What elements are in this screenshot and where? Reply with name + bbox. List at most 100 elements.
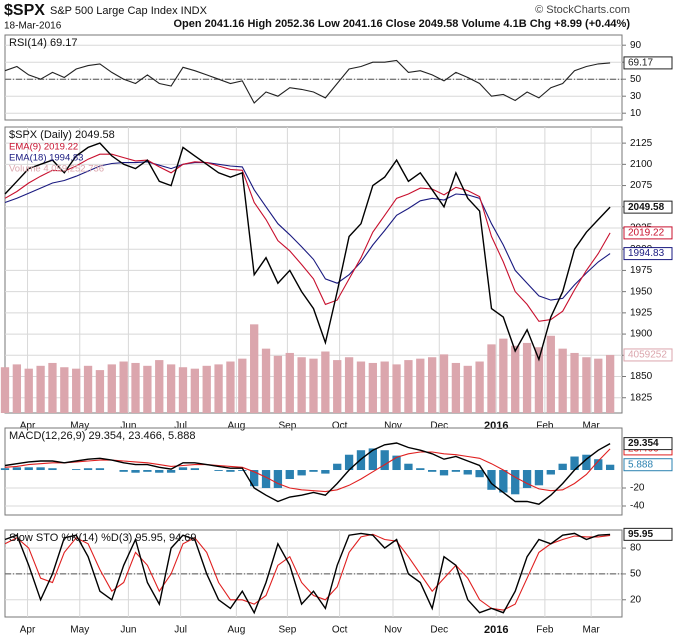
bar <box>24 467 33 471</box>
value-label: 29.354 <box>628 438 659 449</box>
bar <box>487 470 496 490</box>
bar <box>72 469 81 471</box>
y-tick-label: -40 <box>630 501 645 512</box>
bar <box>143 470 152 472</box>
bar <box>463 365 472 413</box>
value-label: 2019.22 <box>628 228 665 239</box>
value-label: 4059252 <box>628 350 667 361</box>
bar <box>24 368 33 413</box>
y-tick-label: 1825 <box>630 392 653 403</box>
y-tick-label: 20 <box>630 594 642 605</box>
x-tick-label: Oct <box>332 625 348 636</box>
bar <box>439 354 449 413</box>
bar <box>321 351 330 413</box>
bar <box>285 352 294 413</box>
x-tick-label: Aug <box>227 625 245 636</box>
y-tick-label: 1925 <box>630 307 653 318</box>
bar <box>356 361 366 413</box>
panel-title: RSI(14) 69.17 <box>9 37 77 49</box>
y-tick-label: 1950 <box>630 286 653 297</box>
bar <box>534 470 544 486</box>
bar <box>72 368 81 413</box>
x-tick-label: Jul <box>174 421 187 432</box>
bar <box>60 367 69 413</box>
series-line <box>4 142 611 362</box>
bar <box>511 345 520 413</box>
series-line <box>4 161 611 301</box>
bar <box>605 464 615 471</box>
bar <box>83 365 93 413</box>
value-box <box>623 226 673 240</box>
credit: © StockCharts.com <box>535 4 630 16</box>
y-tick-label: 10 <box>630 108 642 119</box>
x-tick-label: Nov <box>384 625 402 636</box>
bar <box>214 364 223 413</box>
y-tick-label: -20 <box>630 483 645 494</box>
instrument-name: S&P 500 Large Cap Index INDX <box>50 5 208 17</box>
x-tick-label: Sep <box>278 421 296 432</box>
x-tick-label: Nov <box>384 421 402 432</box>
panel-frame <box>4 34 623 121</box>
bar <box>178 467 188 471</box>
bar <box>570 352 579 413</box>
bar <box>48 468 57 471</box>
bar <box>368 362 377 413</box>
bar <box>558 348 567 413</box>
value-label: 1994.83 <box>628 248 665 259</box>
value-label: 5.888 <box>628 459 653 470</box>
series-line <box>4 442 611 505</box>
y-tick-label: 1900 <box>630 329 653 340</box>
bar <box>404 463 413 471</box>
legend-entry: EMA(18) 1994.83 <box>9 153 83 164</box>
bar <box>107 364 116 413</box>
bar <box>451 470 461 472</box>
bar <box>344 357 354 413</box>
value-label: 69.17 <box>628 58 653 69</box>
panel-title: Slow STO %K(14) %D(3) 95.95, 94.69 <box>9 532 197 544</box>
bar <box>178 367 188 413</box>
value-box <box>623 437 673 451</box>
bar <box>36 467 45 471</box>
bar <box>297 470 306 476</box>
bar <box>463 470 472 475</box>
bar <box>428 357 437 413</box>
bar <box>594 358 603 413</box>
bar <box>226 361 235 413</box>
quote: Open 2041.16 High 2052.36 Low 2041.16 Cl… <box>173 18 630 30</box>
bar <box>261 470 271 489</box>
bar <box>309 470 318 472</box>
series-line <box>4 448 611 493</box>
bar <box>451 362 461 413</box>
bar <box>605 354 615 413</box>
bar <box>0 367 10 413</box>
y-tick-label: 90 <box>630 40 642 51</box>
bar <box>131 470 140 473</box>
x-tick-label: Dec <box>430 625 448 636</box>
x-tick-label: Jun <box>120 625 136 636</box>
y-tick-label: 80 <box>630 543 642 554</box>
x-tick-label: Jul <box>174 625 187 636</box>
date: 18-Mar-2016 <box>4 21 62 32</box>
y-tick-label: 1975 <box>630 265 653 276</box>
series-line <box>4 533 611 611</box>
bar <box>285 470 294 480</box>
bar <box>250 470 259 487</box>
bar <box>439 470 449 476</box>
y-tick-label: 2100 <box>630 159 653 170</box>
panel-title: MACD(12,26,9) 29.354, 23.466, 5.888 <box>9 430 196 442</box>
bar <box>297 357 306 413</box>
bar <box>487 344 496 413</box>
bar <box>166 470 176 473</box>
value-box <box>623 200 673 214</box>
value-box <box>623 56 673 70</box>
bar <box>119 470 128 472</box>
x-tick-label: Sep <box>278 625 296 636</box>
y-tick-label: 50 <box>630 569 642 580</box>
bar <box>273 470 283 489</box>
bar <box>155 360 164 413</box>
bar <box>119 361 128 413</box>
bar <box>95 370 105 413</box>
bar <box>380 361 389 413</box>
bar <box>202 365 211 413</box>
